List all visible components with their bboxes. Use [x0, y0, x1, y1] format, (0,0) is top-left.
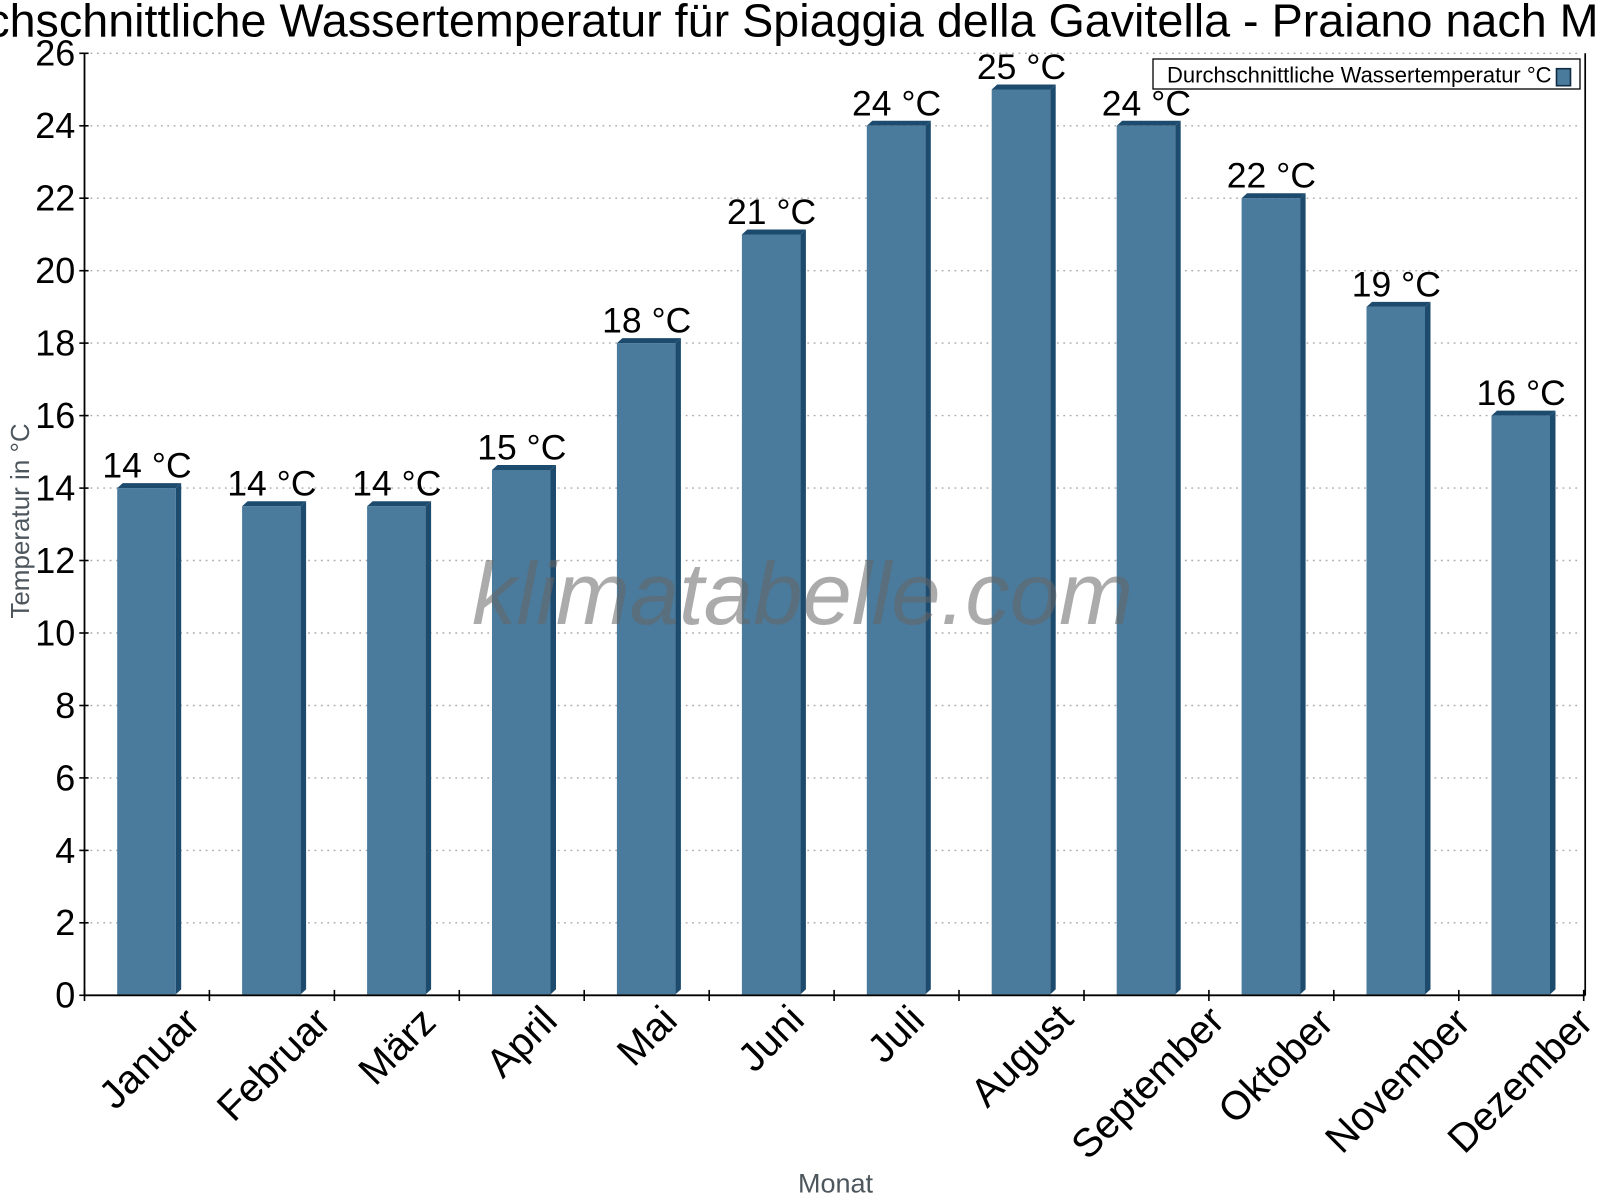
- svg-text:26: 26: [35, 33, 75, 74]
- svg-text:25 °C: 25 °C: [977, 47, 1066, 87]
- svg-text:15 °C: 15 °C: [477, 428, 566, 468]
- svg-text:14 °C: 14 °C: [102, 446, 191, 486]
- svg-text:14 °C: 14 °C: [352, 464, 441, 504]
- svg-text:10: 10: [35, 612, 75, 653]
- svg-text:19 °C: 19 °C: [1352, 264, 1441, 304]
- svg-text:16 °C: 16 °C: [1477, 373, 1566, 413]
- svg-text:22 °C: 22 °C: [1227, 156, 1316, 196]
- svg-text:21 °C: 21 °C: [727, 192, 816, 232]
- svg-text:12: 12: [35, 540, 75, 581]
- svg-text:18: 18: [35, 323, 75, 364]
- svg-text:8: 8: [55, 685, 75, 726]
- svg-text:Monat: Monat: [798, 1169, 874, 1199]
- svg-text:14: 14: [35, 468, 75, 509]
- svg-text:22: 22: [35, 178, 75, 219]
- svg-text:6: 6: [55, 757, 75, 798]
- svg-text:4: 4: [55, 830, 75, 871]
- svg-text:24 °C: 24 °C: [1102, 83, 1191, 123]
- svg-text:Durchschnittliche Wassertemper: Durchschnittliche Wassertemperatur °C: [1167, 62, 1552, 87]
- svg-text:18 °C: 18 °C: [602, 301, 691, 341]
- svg-text:24 °C: 24 °C: [852, 83, 941, 123]
- svg-text:14 °C: 14 °C: [227, 464, 316, 504]
- svg-text:16: 16: [35, 395, 75, 436]
- svg-text:2: 2: [55, 902, 75, 943]
- svg-text:klimatabelle.com: klimatabelle.com: [472, 544, 1133, 643]
- svg-text:Temperatur in °C: Temperatur in °C: [5, 423, 35, 618]
- svg-text:0: 0: [55, 975, 75, 1016]
- svg-text:24: 24: [35, 105, 75, 146]
- svg-text:20: 20: [35, 250, 75, 291]
- svg-text:Durchschnittliche Wassertemper: Durchschnittliche Wassertemperatur für S…: [0, 0, 1600, 47]
